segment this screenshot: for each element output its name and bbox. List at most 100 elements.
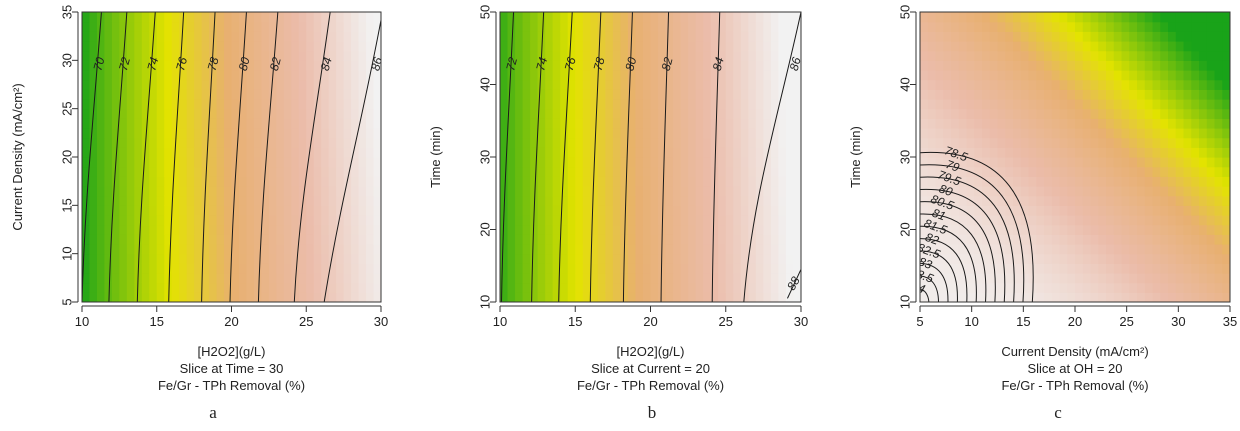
heat-cell: [1144, 50, 1154, 61]
heat-cell: [231, 234, 240, 245]
x-tick-label: 25: [719, 314, 733, 329]
heat-cell: [718, 273, 727, 284]
heat-cell: [695, 157, 704, 168]
heat-cell: [343, 137, 352, 148]
heat-cell: [1020, 157, 1030, 168]
heat-cell: [575, 89, 584, 100]
heat-cell: [635, 89, 644, 100]
heat-cell: [1113, 60, 1123, 71]
heat-cell: [328, 215, 337, 226]
heat-cell: [201, 50, 210, 61]
heat-cell: [1090, 79, 1099, 90]
heat-cell: [201, 89, 210, 100]
heat-cell: [164, 128, 173, 139]
heat-cell: [231, 205, 240, 216]
heat-cell: [171, 79, 180, 90]
heat-cell: [291, 31, 300, 42]
heat-cell: [966, 176, 975, 187]
heat-cell: [351, 195, 360, 206]
heat-cell: [530, 118, 539, 129]
heat-cell: [89, 215, 98, 226]
heat-cell: [216, 41, 225, 52]
heat-cell: [1183, 89, 1192, 100]
heat-cell: [231, 224, 240, 235]
heat-cell: [755, 263, 764, 274]
heat-cell: [306, 60, 315, 71]
heat-cell: [748, 195, 757, 206]
heat-cell: [149, 176, 158, 187]
heat-cell: [920, 234, 929, 245]
heat-cell: [1183, 12, 1192, 23]
heat-cell: [537, 186, 546, 197]
heat-cell: [703, 157, 712, 168]
heat-cell: [642, 147, 652, 158]
heat-cell: [1005, 50, 1014, 61]
heat-cell: [567, 215, 576, 226]
heat-cell: [1067, 253, 1076, 264]
heat-cell: [1129, 70, 1138, 81]
heat-cell: [313, 118, 322, 129]
heat-cell: [1090, 12, 1099, 23]
heat-cell: [605, 118, 614, 129]
heat-cell: [1106, 70, 1115, 81]
heat-cell: [920, 31, 929, 42]
heat-cell: [306, 79, 315, 90]
heat-cell: [276, 41, 285, 52]
heat-cell: [328, 41, 337, 52]
heat-cell: [673, 50, 682, 61]
heat-cell: [126, 166, 135, 177]
heat-cell: [1199, 253, 1208, 264]
heat-cell: [126, 234, 135, 245]
heat-cell: [695, 108, 704, 119]
heat-cell: [134, 215, 143, 226]
heat-cell: [642, 60, 652, 71]
heat-cell: [298, 253, 307, 264]
heat-cell: [951, 128, 960, 139]
heat-cell: [605, 128, 614, 139]
heat-cell: [291, 215, 300, 226]
heat-cell: [201, 31, 210, 42]
heat-cell: [763, 137, 772, 148]
heat-cell: [1067, 147, 1076, 158]
heat-cell: [1106, 244, 1115, 255]
heat-cell: [725, 21, 734, 32]
heat-cell: [1113, 89, 1123, 100]
heat-cell: [1137, 89, 1146, 100]
heat-cell: [336, 50, 345, 61]
heat-cell: [164, 195, 173, 206]
heat-cell: [1191, 21, 1200, 32]
heat-cell: [126, 60, 135, 71]
heat-cell: [1051, 166, 1061, 177]
heat-cell: [1206, 108, 1216, 119]
heat-cell: [778, 89, 787, 100]
heat-cell: [321, 118, 330, 129]
heat-cell: [119, 263, 128, 274]
heat-cell: [1028, 157, 1037, 168]
heat-cell: [358, 79, 367, 90]
heat-cell: [1214, 292, 1223, 302]
heat-cell: [725, 224, 734, 235]
heat-cell: [1160, 205, 1169, 216]
heat-cell: [1214, 166, 1223, 177]
heat-cell: [126, 224, 135, 235]
heat-cell: [605, 137, 614, 148]
heat-cell: [141, 108, 150, 119]
heat-cell: [1222, 41, 1230, 52]
heat-cell: [306, 31, 315, 42]
heat-cell: [1067, 244, 1076, 255]
heat-cell: [104, 89, 113, 100]
heat-cell: [134, 282, 143, 293]
heat-cell: [966, 70, 975, 81]
heat-cell: [306, 21, 315, 32]
heat-cell: [164, 186, 173, 197]
heat-cell: [1144, 21, 1154, 32]
heat-cell: [1199, 186, 1208, 197]
heat-cell: [1098, 79, 1107, 90]
heat-cell: [171, 224, 180, 235]
heat-cell: [1168, 282, 1177, 293]
heat-cell: [96, 50, 106, 61]
heat-cell: [703, 244, 712, 255]
heat-cell: [966, 99, 975, 110]
heat-cell: [321, 31, 330, 42]
heat-cell: [974, 21, 983, 32]
